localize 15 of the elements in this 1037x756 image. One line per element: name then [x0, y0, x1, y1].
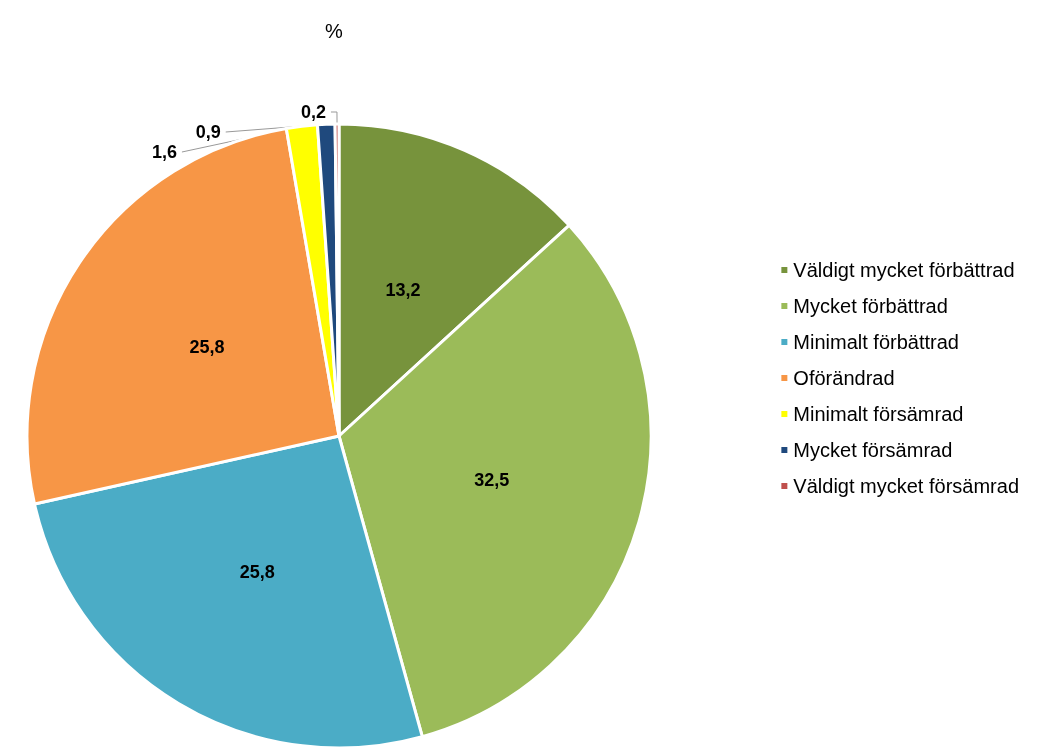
legend-label: Mycket förbättrad [793, 295, 948, 317]
legend-label: Oförändrad [793, 367, 895, 389]
data-label: 0,9 [195, 122, 221, 143]
legend-label: Väldigt mycket förbättrad [793, 259, 1015, 281]
legend-label: Minimalt förbättrad [793, 331, 959, 353]
data-label: 25,8 [189, 337, 225, 358]
data-label: 13,2 [385, 280, 421, 301]
data-label: 25,8 [239, 562, 275, 583]
legend-label: Minimalt försämrad [793, 403, 964, 425]
data-label: 0,2 [300, 102, 326, 123]
data-label: 32,5 [474, 469, 510, 490]
data-label: 1,6 [151, 142, 177, 163]
legend-label: Väldigt mycket försämrad [793, 475, 1020, 497]
chart-title: % [325, 20, 344, 42]
legend-label: Mycket försämrad [793, 439, 953, 461]
